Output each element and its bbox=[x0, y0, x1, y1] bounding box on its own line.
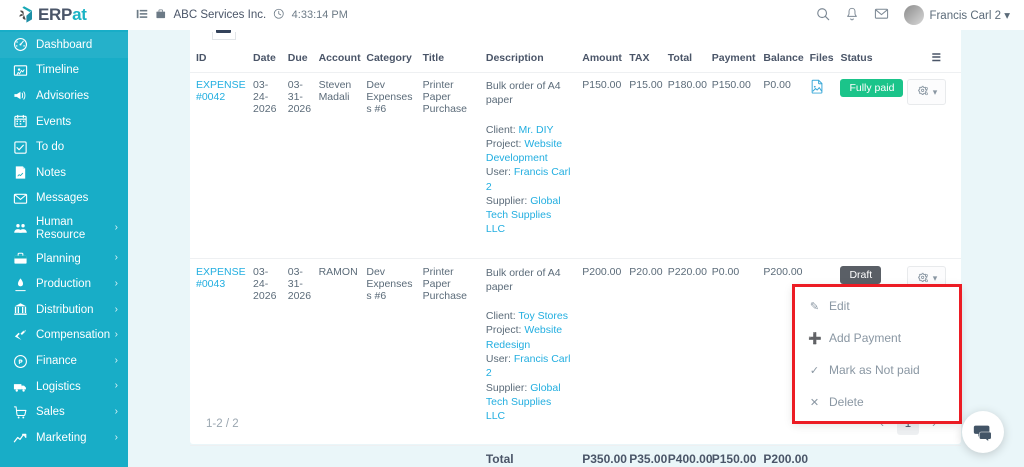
svg-text:₱: ₱ bbox=[18, 359, 23, 366]
